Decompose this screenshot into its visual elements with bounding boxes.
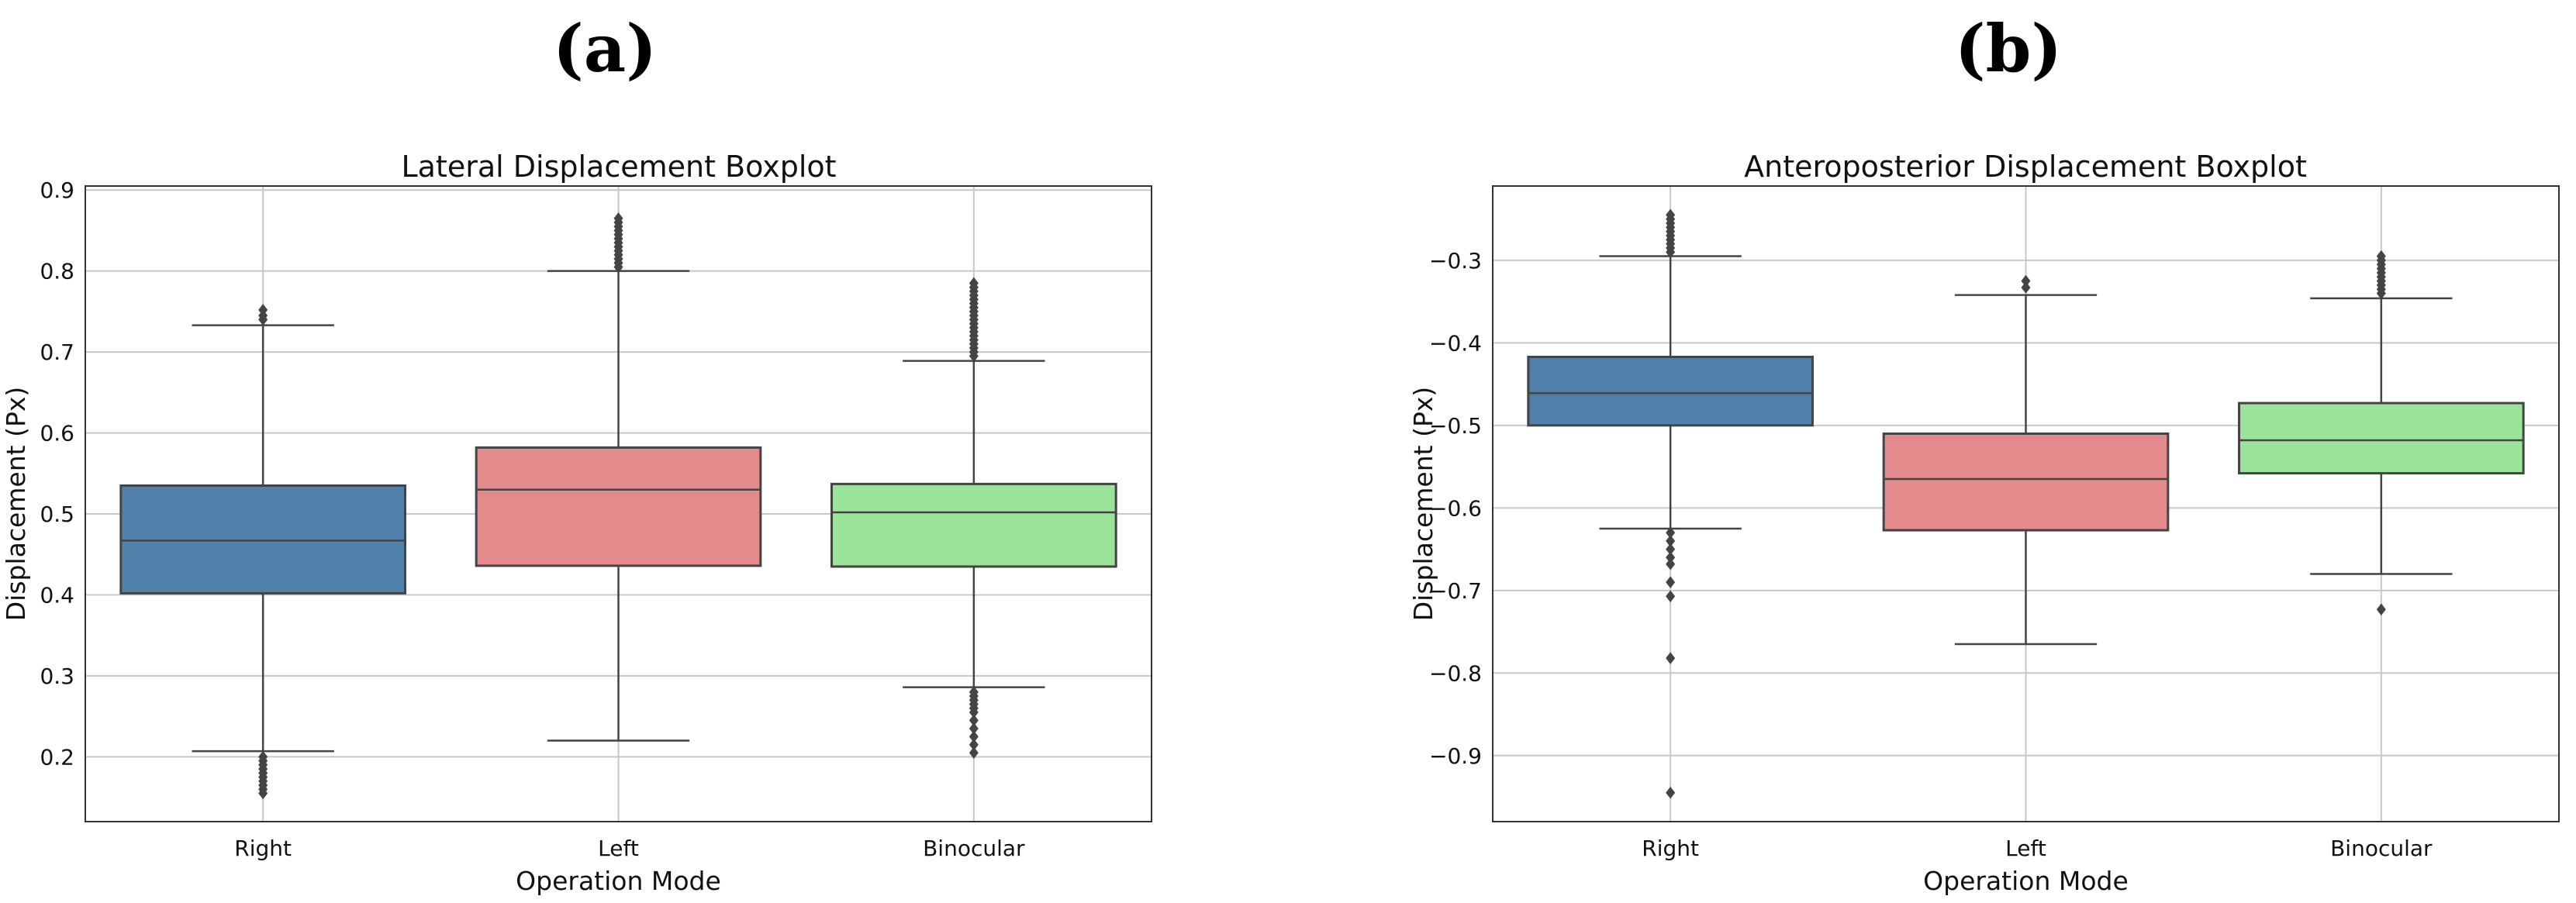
outlier-point: [1666, 557, 1676, 570]
panel-label-b: (b): [1955, 10, 2062, 87]
y-tick-label: 0.6: [40, 421, 74, 446]
outlier-point: [969, 277, 979, 290]
outlier-point: [258, 304, 268, 316]
outlier-point: [1666, 209, 1676, 222]
x-tick-label: Left: [2005, 836, 2046, 861]
x-tick-label: Right: [234, 836, 292, 861]
box-iqr: [1527, 355, 1815, 427]
outlier-point: [2376, 603, 2386, 616]
box-iqr: [2238, 402, 2525, 475]
box-iqr: [475, 446, 762, 567]
y-tick-label: −0.9: [1429, 743, 1482, 769]
outlier-point: [969, 746, 979, 760]
chart-title: Lateral Displacement Boxplot: [401, 150, 836, 184]
outlier-point: [1666, 535, 1676, 547]
box-right: [119, 304, 406, 800]
y-axis-label: Displacement (Px): [1, 387, 31, 622]
x-tick-label: Binocular: [923, 836, 1025, 861]
outlier-point: [2021, 281, 2031, 294]
y-tick-label: −0.7: [1429, 578, 1482, 604]
y-tick-label: 0.8: [40, 259, 74, 284]
outlier-point: [1666, 576, 1676, 588]
outlier-point: [969, 730, 979, 743]
y-tick-label: 0.4: [40, 583, 74, 608]
y-axis-label: Displacement (Px): [1408, 387, 1438, 622]
x-axis-label: Operation Mode: [516, 866, 721, 896]
outlier-point: [1666, 543, 1676, 556]
outlier-point: [969, 738, 979, 751]
y-tick-label: 0.5: [40, 501, 74, 527]
plot-frame: [85, 185, 1152, 822]
plot-frame: [1492, 185, 2560, 822]
outlier-point: [969, 714, 979, 727]
outlier-point: [1666, 786, 1676, 799]
box-iqr: [119, 484, 406, 595]
y-tick-label: −0.4: [1429, 330, 1482, 356]
panel-label-a: (a): [553, 10, 657, 87]
x-tick-label: Binocular: [2330, 836, 2433, 861]
chart-title: Anteroposterior Displacement Boxplot: [1744, 150, 2307, 184]
box-binocular: [830, 277, 1117, 760]
outlier-point: [969, 686, 979, 698]
outlier-point: [969, 722, 979, 735]
y-tick-label: −0.8: [1429, 660, 1482, 686]
y-tick-label: 0.9: [40, 177, 74, 203]
box-iqr: [1882, 432, 2170, 532]
box-right: [1527, 209, 1815, 799]
y-tick-label: 0.3: [40, 663, 74, 689]
outlier-point: [1666, 551, 1676, 564]
x-tick-label: Right: [1642, 836, 1699, 861]
x-tick-label: Left: [598, 836, 639, 861]
y-tick-label: −0.6: [1429, 495, 1482, 521]
y-tick-label: 0.7: [40, 339, 74, 365]
outlier-point: [258, 750, 268, 763]
anteroposterior-displacement-boxplot: Anteroposterior Displacement Boxplot −0.9…: [1408, 150, 2560, 896]
y-tick-label: −0.3: [1429, 248, 1482, 274]
lateral-displacement-boxplot: Lateral Displacement Boxplot 0.2 0.3 0.4 0.5…: [1, 150, 1152, 896]
outlier-point: [1666, 652, 1676, 664]
y-tick-label: 0.2: [40, 744, 74, 770]
box-iqr: [830, 482, 1117, 568]
outlier-point: [2376, 250, 2386, 263]
outlier-point: [1666, 526, 1676, 539]
box-binocular: [2238, 250, 2525, 616]
outlier-point: [613, 212, 623, 225]
x-axis-label: Operation Mode: [1923, 866, 2129, 896]
box-left: [1882, 274, 2170, 646]
box-left: [475, 212, 762, 742]
outlier-point: [2021, 274, 2031, 288]
outlier-point: [1666, 590, 1676, 603]
y-tick-label: −0.5: [1429, 413, 1482, 439]
